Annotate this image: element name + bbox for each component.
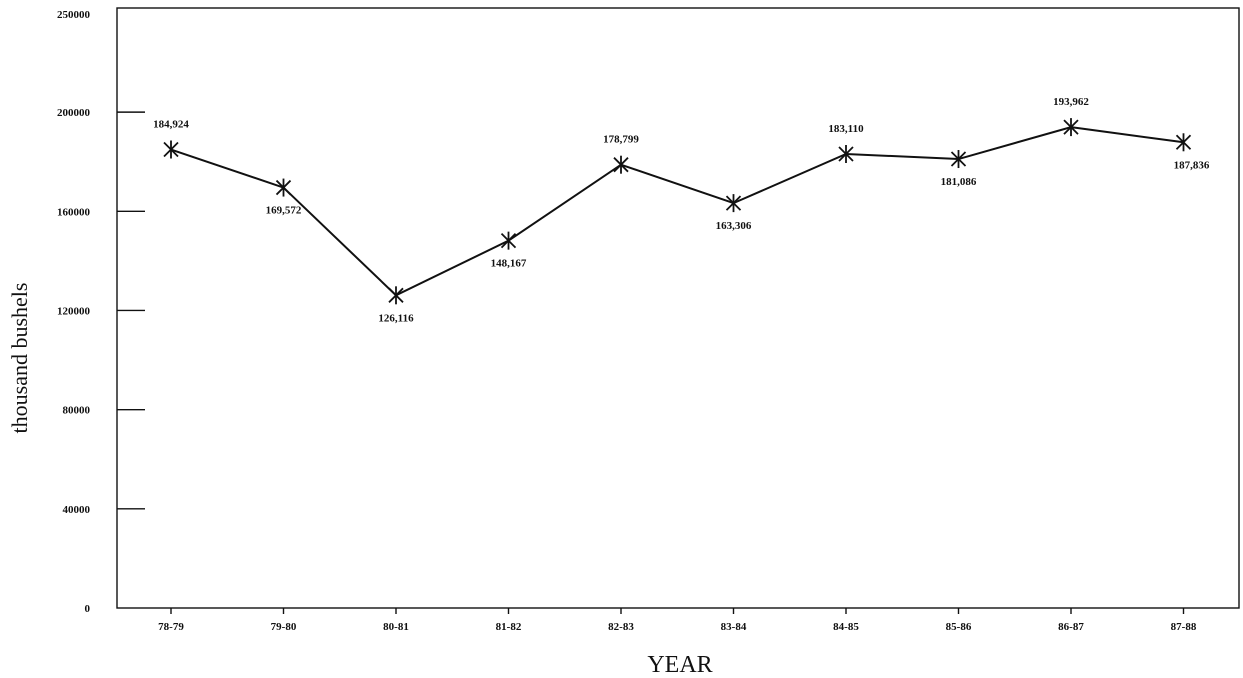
data-point-marker bbox=[725, 194, 742, 213]
x-axis-title: YEAR bbox=[647, 652, 712, 678]
x-tick-label: 86-87 bbox=[1058, 621, 1084, 633]
y-tick-label: 80000 bbox=[63, 405, 91, 417]
data-point-label: 126,116 bbox=[378, 312, 414, 324]
y-tick-label: 40000 bbox=[63, 504, 91, 516]
x-axis-ticks: 78-79 79-80 80-81 81-82 82-83 83-84 84-85 85-86… bbox=[158, 608, 1197, 633]
data-point-marker bbox=[613, 155, 629, 174]
data-point-marker bbox=[950, 150, 967, 169]
x-tick-label: 81-82 bbox=[496, 621, 522, 633]
data-point-marker bbox=[388, 286, 404, 305]
series-line bbox=[170, 126, 1184, 297]
y-tick-label: 160000 bbox=[57, 206, 91, 218]
y-axis-ticks: 0 40000 80000 120000 160000 200000 250000 bbox=[57, 9, 145, 615]
x-tick-label: 78-79 bbox=[158, 621, 184, 633]
data-point-label: 169,572 bbox=[266, 205, 302, 217]
data-point-marker bbox=[1063, 118, 1079, 137]
x-tick-label: 85-86 bbox=[946, 621, 972, 633]
x-tick-label: 87-88 bbox=[1171, 621, 1197, 633]
data-point-label: 148,167 bbox=[491, 258, 527, 270]
data-point-marker bbox=[500, 231, 517, 250]
y-axis-title: thousand bushels bbox=[7, 283, 32, 434]
data-point-label: 178,799 bbox=[603, 134, 639, 146]
data-point-label: 163,306 bbox=[716, 220, 752, 232]
data-labels: 184,924 169,572 126,116 148,167 178,799 163,3… bbox=[153, 96, 1210, 324]
data-point-marker bbox=[163, 140, 179, 159]
x-tick-label: 83-84 bbox=[721, 621, 747, 633]
x-tick-label: 82-83 bbox=[608, 621, 634, 633]
data-point-label: 183,110 bbox=[828, 123, 864, 135]
y-tick-label: 0 bbox=[85, 603, 91, 615]
data-point-marker bbox=[1175, 133, 1192, 152]
y-tick-label: 200000 bbox=[57, 107, 91, 119]
data-point-label: 193,962 bbox=[1053, 96, 1089, 108]
x-tick-label: 80-81 bbox=[383, 621, 409, 633]
data-point-label: 187,836 bbox=[1174, 159, 1210, 171]
y-tick-label: 120000 bbox=[57, 305, 91, 317]
data-markers bbox=[163, 118, 1192, 305]
x-tick-label: 79-80 bbox=[271, 621, 297, 633]
plot-frame bbox=[116, 7, 1240, 609]
data-point-label: 181,086 bbox=[941, 176, 977, 188]
x-tick-label: 84-85 bbox=[833, 621, 859, 633]
data-point-label: 184,924 bbox=[153, 119, 189, 131]
data-point-marker bbox=[275, 178, 292, 197]
y-tick-label: 250000 bbox=[57, 9, 91, 21]
data-point-marker bbox=[838, 145, 854, 164]
